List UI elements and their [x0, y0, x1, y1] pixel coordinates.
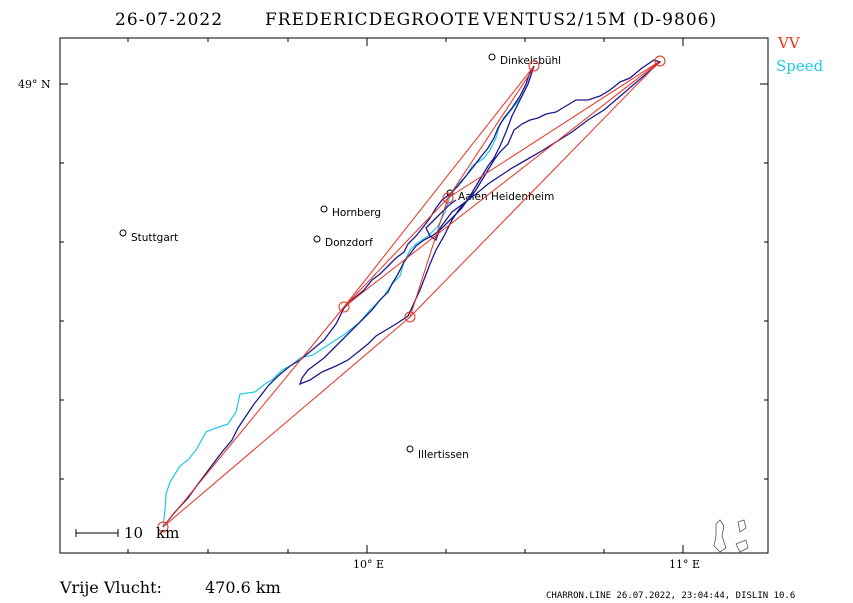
cities [119, 53, 496, 453]
city-label-dinkelsbuhl: Dinkelsbühl [500, 55, 561, 67]
city-marker-stuttgart [119, 229, 127, 237]
scale-unit: km [156, 524, 179, 542]
task-lines [162, 60, 661, 528]
title-date: 26-07-2022 [115, 10, 223, 30]
lon-label-10e: 10° E [353, 558, 384, 571]
distance-label: Vrije Vlucht: [59, 578, 162, 597]
legend-speed: Speed [776, 57, 824, 75]
city-marker-donzdorf [313, 235, 321, 243]
map-frame [59, 37, 769, 554]
title-pilot: FREDERICDEGROOTE [265, 10, 481, 30]
turnpoint-3 [654, 55, 666, 67]
city-label-illertissen: Illertissen [418, 449, 469, 461]
lon-ticks [127, 38, 684, 553]
turnpoints [157, 55, 666, 533]
city-marker-hornberg [320, 205, 328, 213]
lon-label-11e: 11° E [669, 558, 700, 571]
credits: CHARRON.LINE 26.07.2022, 23:04:44, DISLI… [546, 591, 795, 601]
distance-value: 470.6 km [205, 578, 281, 597]
city-label-donzdorf: Donzdorf [325, 237, 373, 249]
turnpoint-start [157, 521, 169, 533]
city-marker-dinkelsbuhl [488, 53, 496, 61]
speed-track [162, 71, 533, 528]
turnpoint-1 [338, 301, 350, 313]
scale-bar [75, 529, 119, 537]
turnpoint-4 [404, 311, 416, 323]
city-label-stuttgart: Stuttgart [131, 232, 178, 244]
lat-ticks [60, 83, 768, 480]
title-glider: VENTUS2/15M (D-9806) [482, 10, 717, 30]
turnpoint-2 [528, 60, 540, 72]
lake-shapes [713, 519, 749, 553]
legend-vv: VV [777, 34, 801, 52]
scale-value: 10 [124, 524, 143, 542]
city-marker-illertissen [406, 445, 414, 453]
lat-label-49n: 49° N [18, 78, 51, 91]
flight-track [162, 59, 662, 528]
turnpoint-5 [442, 192, 454, 204]
city-label-hornberg: Hornberg [332, 207, 381, 219]
